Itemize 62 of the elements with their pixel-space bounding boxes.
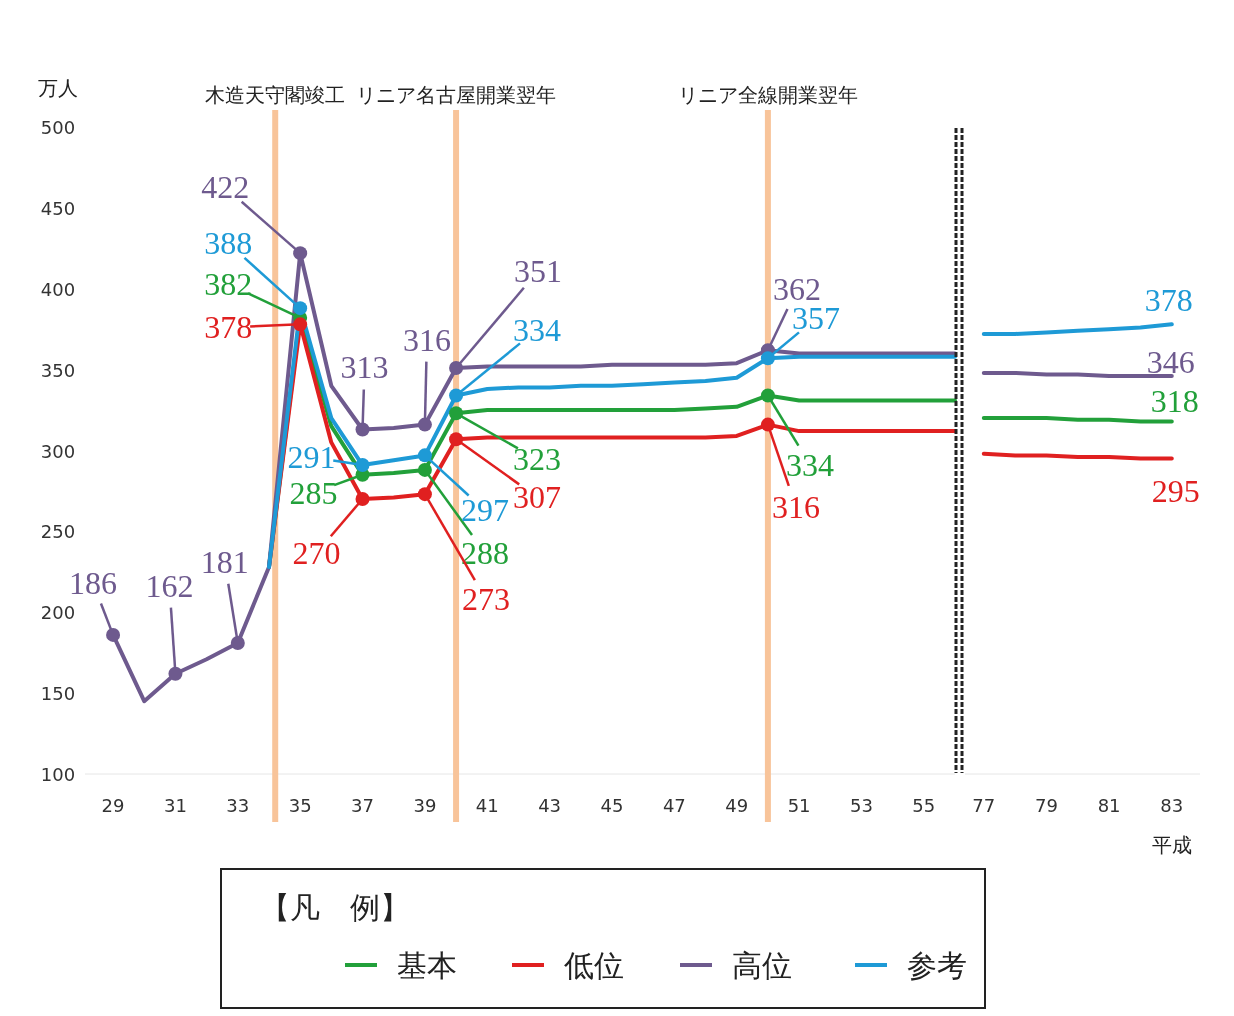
ref-line-label: リニア全線開業翌年 bbox=[677, 83, 858, 107]
data-label: 297 bbox=[460, 492, 509, 529]
x-tick-label: 53 bbox=[850, 795, 873, 816]
data-label: 346 bbox=[1146, 344, 1195, 381]
x-tick-label: 31 bbox=[163, 795, 187, 816]
y-tick-label: 450 bbox=[40, 197, 76, 219]
x-tick-label: 49 bbox=[725, 795, 749, 816]
data-label: 186 bbox=[69, 564, 118, 601]
y-tick-label: 300 bbox=[40, 440, 76, 462]
x-tick-label: 37 bbox=[351, 795, 374, 816]
y-tick-label: 350 bbox=[40, 359, 76, 381]
ref-line-label: 木造天守閣竣工 bbox=[205, 83, 346, 107]
data-label: 288 bbox=[460, 534, 509, 571]
x-tick-label: 55 bbox=[912, 795, 936, 816]
legend-label: 基本 bbox=[397, 948, 457, 983]
data-label: 334 bbox=[785, 446, 834, 483]
y-tick-label: 100 bbox=[40, 764, 76, 785]
data-label: 316 bbox=[771, 488, 820, 525]
x-tick-label: 45 bbox=[600, 795, 624, 816]
x-tick-label: 83 bbox=[1160, 795, 1184, 816]
data-label: 323 bbox=[513, 441, 562, 478]
data-label: 382 bbox=[204, 265, 253, 302]
y-tick-label: 150 bbox=[40, 683, 76, 705]
data-label: 316 bbox=[402, 321, 451, 358]
x-tick-label: 81 bbox=[1097, 795, 1121, 816]
legend-label: 低位 bbox=[564, 948, 624, 983]
x-tick-label: 43 bbox=[538, 795, 562, 816]
data-label: 270 bbox=[292, 535, 341, 572]
data-label: 291 bbox=[287, 439, 336, 476]
data-label: 351 bbox=[514, 253, 563, 290]
x-tick-label: 33 bbox=[226, 795, 250, 816]
x-tick-label: 79 bbox=[1035, 795, 1058, 816]
y-tick-label: 200 bbox=[40, 602, 76, 624]
data-label: 181 bbox=[200, 543, 249, 580]
data-label: 295 bbox=[1151, 472, 1200, 509]
x-tick-label: 35 bbox=[288, 795, 312, 816]
legend-label: 高位 bbox=[732, 948, 792, 983]
data-label: 307 bbox=[513, 479, 562, 516]
x-tick-label: 29 bbox=[101, 795, 125, 816]
data-label: 273 bbox=[461, 581, 510, 618]
data-label: 378 bbox=[1144, 282, 1193, 319]
x-tick-label: 77 bbox=[972, 795, 996, 816]
data-label: 313 bbox=[340, 349, 389, 386]
data-label: 162 bbox=[145, 567, 194, 604]
x-tick-label: 51 bbox=[787, 795, 811, 816]
x-tick-label: 47 bbox=[662, 795, 686, 816]
y-tick-label: 500 bbox=[40, 117, 76, 138]
y-tick-label: 250 bbox=[40, 521, 76, 543]
data-label: 285 bbox=[289, 474, 338, 511]
x-tick-label: 39 bbox=[413, 795, 437, 816]
data-label: 318 bbox=[1150, 383, 1199, 420]
y-axis-title: 万人 bbox=[38, 76, 78, 100]
legend-title: 【凡 例】 bbox=[260, 890, 410, 925]
data-label: 334 bbox=[513, 311, 562, 348]
data-label: 378 bbox=[204, 309, 253, 346]
data-label: 422 bbox=[201, 169, 250, 206]
y-tick-label: 400 bbox=[40, 278, 76, 300]
x-axis-title: 平成 bbox=[1152, 833, 1192, 857]
legend-label: 参考 bbox=[907, 948, 967, 983]
data-label: 388 bbox=[204, 225, 253, 262]
ref-line-label: リニア名古屋開業翌年 bbox=[356, 83, 557, 107]
x-tick-label: 41 bbox=[475, 795, 499, 816]
